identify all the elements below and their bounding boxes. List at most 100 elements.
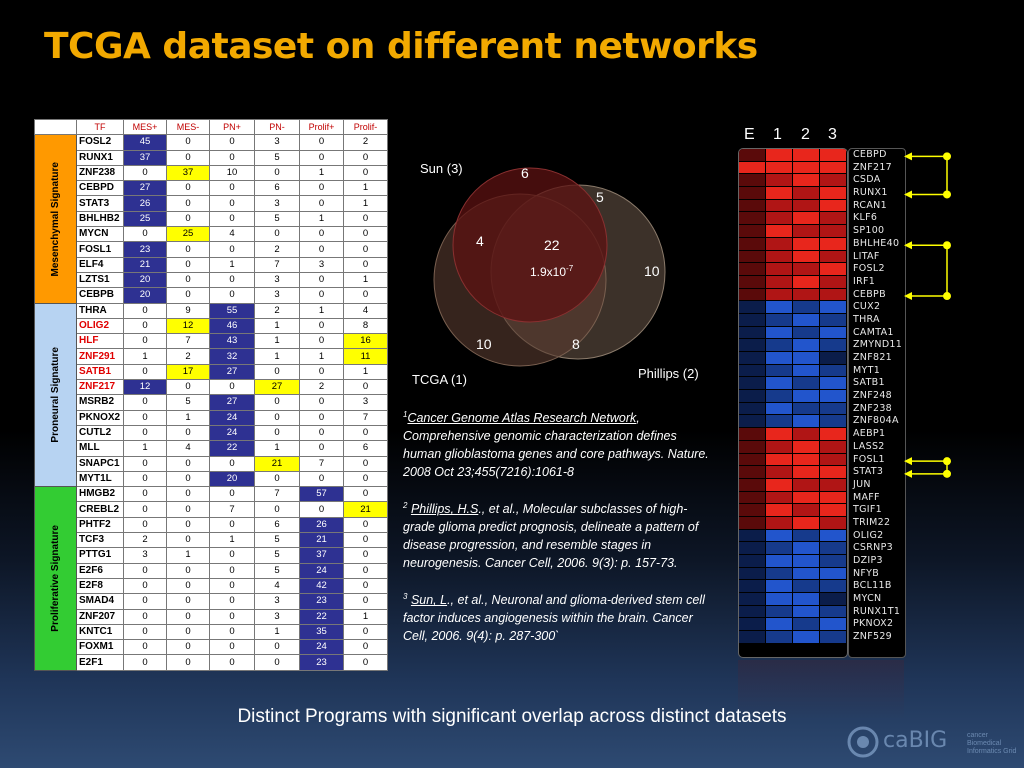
overlap-count: 0	[166, 287, 210, 304]
overlap-count: 0	[123, 455, 167, 472]
heatmap-cell	[820, 491, 847, 504]
heatmap-cell	[820, 402, 847, 415]
overlap-count: 0	[209, 486, 255, 503]
overlap-count: 1	[343, 363, 388, 381]
heatmap-cell	[766, 516, 793, 529]
table-row: OLIG2 0 12 46 1 0 8	[35, 317, 388, 335]
overlap-count: 11	[343, 348, 388, 365]
signature-group-label: Mesenchymal Signature	[34, 134, 77, 304]
heatmap-cell	[766, 326, 793, 339]
overlap-count: 0	[299, 241, 344, 258]
overlap-count: 0	[254, 654, 300, 671]
table-row: MYCN 0 25 4 0 0 0	[35, 226, 388, 243]
overlap-count: 1	[254, 333, 300, 350]
heatmap-cell	[793, 555, 820, 567]
overlap-count: 45	[123, 134, 167, 151]
heatmap-cell	[820, 225, 847, 237]
heatmap-cell	[793, 428, 820, 440]
heatmap-cell	[793, 491, 820, 504]
table-row: CEBPD 27 0 0 6 0 1	[35, 180, 388, 197]
overlap-count: 37	[166, 164, 210, 182]
heatmap-row	[739, 542, 847, 555]
overlap-count: 0	[343, 424, 388, 442]
heatmap-cell	[820, 313, 847, 326]
overlap-count: 6	[254, 516, 300, 534]
tf-name: LZTS1	[76, 271, 124, 289]
heatmap-cell	[766, 478, 793, 491]
overlap-count: 27	[209, 363, 255, 381]
table-row: SATB1 0 17 27 0 0 1	[35, 363, 388, 381]
overlap-count: 23	[299, 593, 344, 610]
tf-name: PTTG1	[76, 547, 124, 564]
heatmap-row	[739, 174, 847, 188]
heatmap-cell	[739, 390, 766, 402]
overlap-count: 4	[343, 302, 388, 319]
heatmap-gene-label: TGIF1	[853, 504, 882, 516]
overlap-count: 0	[209, 562, 255, 579]
heatmap-gene-label: ZMYND11	[853, 339, 903, 351]
heatmap-cell	[793, 440, 820, 453]
heatmap-row	[739, 478, 847, 492]
heatmap-cell	[766, 288, 793, 301]
overlap-count: 35	[299, 623, 344, 641]
heatmap-gene-label: ZNF804A	[853, 415, 899, 427]
table-row: RUNX1 37 0 0 5 0 0	[35, 149, 388, 166]
overlap-count: 0	[209, 195, 255, 212]
overlap-count: 5	[254, 149, 300, 166]
overlap-count: 6	[343, 440, 388, 457]
overlap-count: 0	[166, 654, 210, 671]
overlap-count: 21	[343, 501, 388, 518]
heatmap-row	[739, 275, 847, 289]
overlap-count: 0	[123, 470, 167, 488]
overlap-count: 17	[166, 363, 210, 381]
cabig-globe-icon	[847, 726, 879, 758]
overlap-count: 0	[166, 593, 210, 610]
overlap-count: 1	[254, 623, 300, 641]
venn-region-sun-only: 6	[521, 165, 529, 181]
overlap-count: 3	[254, 608, 300, 625]
overlap-count: 0	[299, 195, 344, 212]
heatmap-cell	[793, 237, 820, 250]
tf-name: ZNF291	[76, 348, 124, 365]
heatmap-cell	[766, 555, 793, 567]
heatmap-cell	[739, 174, 766, 187]
heatmap-cell	[820, 275, 847, 288]
tf-name: FOXM1	[76, 639, 124, 656]
overlap-count: 21	[123, 256, 167, 273]
heatmap-cell	[739, 580, 766, 593]
heatmap-gene-label: MYCN	[853, 593, 882, 605]
heatmap-cell	[793, 161, 820, 174]
gene-link-connectors	[904, 152, 951, 478]
overlap-count: 0	[209, 379, 255, 396]
heatmap-cell	[820, 390, 847, 402]
heatmap-cell	[820, 504, 847, 516]
overlap-count: 0	[209, 241, 255, 258]
tf-name: THRA	[76, 302, 124, 319]
table-row: E2F1 0 0 0 0 23 0	[35, 654, 388, 671]
heatmap-cell	[820, 301, 847, 313]
overlap-count: 21	[299, 532, 344, 549]
overlap-count: 9	[166, 302, 210, 319]
column-header: MES-	[166, 118, 210, 136]
heatmap-cell	[820, 339, 847, 351]
heatmap-cell	[793, 567, 820, 580]
heatmap-cell	[793, 453, 820, 466]
heatmap-cell	[793, 352, 820, 364]
heatmap-cell	[739, 428, 766, 440]
overlap-count: 23	[299, 654, 344, 671]
reference-2: 2 Phillips, H.S., et al., Molecular subc…	[403, 501, 699, 571]
signature-group-text: Proliferative Signature	[49, 525, 61, 632]
heatmap-row	[739, 263, 847, 276]
overlap-count: 0	[299, 409, 344, 426]
heatmap-cell	[766, 174, 793, 187]
heatmap-cell	[766, 237, 793, 250]
overlap-count: 0	[166, 134, 210, 151]
overlap-count: 0	[343, 455, 388, 472]
overlap-count: 0	[343, 623, 388, 641]
heatmap-cell	[766, 631, 793, 643]
table-row: SMAD4 0 0 0 3 23 0	[35, 593, 388, 610]
heatmap-cell	[739, 491, 766, 504]
heatmap-cell	[793, 631, 820, 643]
overlap-count: 0	[166, 271, 210, 289]
heatmap-gene-label: ZNF248	[853, 390, 893, 402]
